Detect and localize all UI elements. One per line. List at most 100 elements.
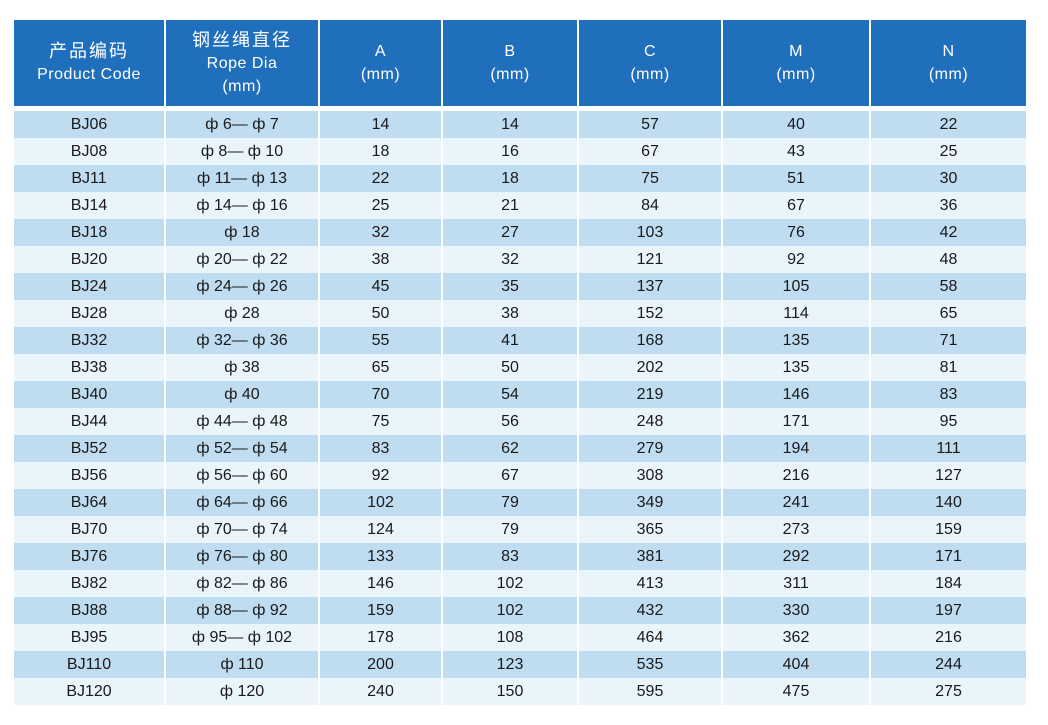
header-n: N (mm) (871, 20, 1026, 106)
product-code-cell: BJ95 (14, 624, 166, 651)
n-cell: 197 (871, 597, 1026, 624)
m-cell: 404 (723, 651, 871, 678)
a-cell: 178 (320, 624, 443, 651)
table-row: BJ88 ф 88— ф 92 159 102 432 330 197 (14, 597, 1026, 624)
m-cell: 67 (723, 192, 871, 219)
product-code-cell: BJ110 (14, 651, 166, 678)
header-c: C (mm) (579, 20, 723, 106)
rope-dia-cell: ф 32— ф 36 (166, 327, 320, 354)
n-cell: 111 (871, 435, 1026, 462)
b-cell: 38 (443, 300, 579, 327)
table-row: BJ38 ф 38 65 50 202 135 81 (14, 354, 1026, 381)
n-cell: 95 (871, 408, 1026, 435)
table-row: BJ70 ф 70— ф 74 124 79 365 273 159 (14, 516, 1026, 543)
a-cell: 14 (320, 111, 443, 138)
m-cell: 105 (723, 273, 871, 300)
b-cell: 108 (443, 624, 579, 651)
a-cell: 83 (320, 435, 443, 462)
c-cell: 219 (579, 381, 723, 408)
rope-dia-cell: ф 95— ф 102 (166, 624, 320, 651)
rope-dia-cell: ф 40 (166, 381, 320, 408)
a-cell: 133 (320, 543, 443, 570)
b-cell: 50 (443, 354, 579, 381)
product-code-cell: BJ18 (14, 219, 166, 246)
m-cell: 146 (723, 381, 871, 408)
n-cell: 127 (871, 462, 1026, 489)
m-cell: 171 (723, 408, 871, 435)
m-cell: 273 (723, 516, 871, 543)
product-code-cell: BJ56 (14, 462, 166, 489)
spec-table: 产品编码 Product Code 钢丝绳直径 Rope Dia (mm) A … (14, 20, 1026, 705)
a-cell: 70 (320, 381, 443, 408)
a-cell: 240 (320, 678, 443, 705)
rope-dia-cell: ф 110 (166, 651, 320, 678)
table-row: BJ06 ф 6— ф 7 14 14 57 40 22 (14, 111, 1026, 138)
product-code-cell: BJ24 (14, 273, 166, 300)
product-code-cell: BJ64 (14, 489, 166, 516)
m-cell: 194 (723, 435, 871, 462)
table-row: BJ24 ф 24— ф 26 45 35 137 105 58 (14, 273, 1026, 300)
a-cell: 159 (320, 597, 443, 624)
b-cell: 79 (443, 516, 579, 543)
b-cell: 41 (443, 327, 579, 354)
a-cell: 38 (320, 246, 443, 273)
table-row: BJ95 ф 95— ф 102 178 108 464 362 216 (14, 624, 1026, 651)
c-cell: 67 (579, 138, 723, 165)
n-cell: 216 (871, 624, 1026, 651)
a-cell: 55 (320, 327, 443, 354)
b-cell: 27 (443, 219, 579, 246)
b-cell: 123 (443, 651, 579, 678)
c-cell: 413 (579, 570, 723, 597)
a-cell: 124 (320, 516, 443, 543)
rope-dia-cell: ф 24— ф 26 (166, 273, 320, 300)
n-cell: 171 (871, 543, 1026, 570)
n-cell: 58 (871, 273, 1026, 300)
product-code-cell: BJ44 (14, 408, 166, 435)
n-cell: 159 (871, 516, 1026, 543)
table-row: BJ40 ф 40 70 54 219 146 83 (14, 381, 1026, 408)
header-unit: (mm) (928, 66, 969, 83)
b-cell: 102 (443, 570, 579, 597)
rope-dia-cell: ф 76— ф 80 (166, 543, 320, 570)
c-cell: 595 (579, 678, 723, 705)
c-cell: 137 (579, 273, 723, 300)
b-cell: 56 (443, 408, 579, 435)
c-cell: 279 (579, 435, 723, 462)
a-cell: 75 (320, 408, 443, 435)
a-cell: 102 (320, 489, 443, 516)
n-cell: 275 (871, 678, 1026, 705)
m-cell: 362 (723, 624, 871, 651)
m-cell: 114 (723, 300, 871, 327)
table-row: BJ28 ф 28 50 38 152 114 65 (14, 300, 1026, 327)
n-cell: 244 (871, 651, 1026, 678)
rope-dia-cell: ф 20— ф 22 (166, 246, 320, 273)
b-cell: 16 (443, 138, 579, 165)
rope-dia-cell: ф 64— ф 66 (166, 489, 320, 516)
a-cell: 200 (320, 651, 443, 678)
c-cell: 75 (579, 165, 723, 192)
rope-dia-cell: ф 120 (166, 678, 320, 705)
a-cell: 18 (320, 138, 443, 165)
n-cell: 22 (871, 111, 1026, 138)
header-label: A (374, 43, 387, 60)
m-cell: 135 (723, 354, 871, 381)
header-unit: (mm) (630, 66, 670, 83)
table-row: BJ120 ф 120 240 150 595 475 275 (14, 678, 1026, 705)
b-cell: 54 (443, 381, 579, 408)
product-code-cell: BJ38 (14, 354, 166, 381)
b-cell: 67 (443, 462, 579, 489)
header-label: 钢丝绳直径 (192, 29, 292, 51)
product-code-cell: BJ06 (14, 111, 166, 138)
rope-dia-cell: ф 8— ф 10 (166, 138, 320, 165)
header-unit: (mm) (222, 77, 262, 95)
c-cell: 202 (579, 354, 723, 381)
product-code-cell: BJ88 (14, 597, 166, 624)
rope-dia-cell: ф 44— ф 48 (166, 408, 320, 435)
table-body: BJ06 ф 6— ф 7 14 14 57 40 22 BJ08 ф 8— ф 10 18 16 6… (14, 111, 1026, 705)
a-cell: 45 (320, 273, 443, 300)
header-row: 产品编码 Product Code 钢丝绳直径 Rope Dia (mm) A … (14, 20, 1026, 106)
product-code-cell: BJ08 (14, 138, 166, 165)
b-cell: 102 (443, 597, 579, 624)
b-cell: 79 (443, 489, 579, 516)
header-b: B (mm) (443, 20, 579, 106)
